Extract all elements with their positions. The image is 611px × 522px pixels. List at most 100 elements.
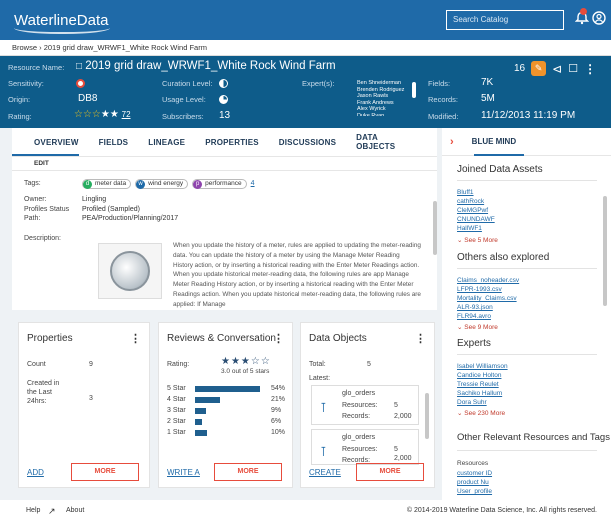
tag-icon: p (193, 179, 203, 189)
origin-value: DB8 (78, 93, 98, 104)
rating-bar-track (195, 386, 267, 392)
expert-name[interactable]: Alex Wyrick (357, 106, 386, 112)
object-records-value: 2,000 (394, 455, 412, 462)
total-value: 5 (367, 361, 371, 368)
expert-link[interactable]: Sachiko Hallum (457, 390, 503, 397)
joined-asset-link[interactable]: HallWF1 (457, 225, 482, 232)
data-objects-more-button[interactable]: MORE (356, 463, 424, 481)
write-review-link[interactable]: WRITE A (167, 468, 200, 477)
resource-header: Resource Name: □ 2019 grid draw_WRWF1_Wh… (0, 56, 611, 128)
about-link[interactable]: About (66, 507, 85, 514)
document-icon: □ (76, 61, 83, 72)
joined-see-more[interactable]: ⌄ See 5 More (457, 237, 498, 244)
overview-panel: Tags: d meter data w wind energy p performa… (12, 170, 437, 310)
experts-see-more[interactable]: ⌄ See 230 More (457, 410, 506, 417)
joined-asset-link[interactable]: CleMGPwf (457, 207, 489, 214)
joined-assets-title: Joined Data Assets (457, 164, 543, 175)
logo[interactable]: WaterlineData (14, 12, 110, 34)
search-input[interactable]: Search Catalog (446, 10, 564, 30)
more-menu-icon[interactable]: ⋮ (584, 61, 597, 76)
expert-name[interactable]: Ben Shneiderman (357, 80, 402, 86)
explored-link[interactable]: LFPR-1993.csv (457, 286, 502, 293)
tab-properties[interactable]: PROPERTIES (205, 137, 259, 147)
expert-link[interactable]: Tressie Reulet (457, 381, 499, 388)
object-resources-label: Resources: (342, 446, 378, 453)
expert-link[interactable]: Isabel Williamson (457, 363, 508, 370)
bookmark-icon[interactable]: ☐ (568, 63, 579, 75)
resource-title: □ 2019 grid draw_WRWF1_White Rock Wind F… (76, 60, 336, 72)
expert-name[interactable]: Jason Rawls (357, 93, 389, 99)
tab-blue-mind[interactable]: BLUE MIND (471, 137, 517, 146)
tag-chip[interactable]: d meter data (82, 179, 132, 189)
share-icon[interactable]: ⊲ (552, 61, 563, 76)
divider (457, 450, 597, 451)
create-link[interactable]: CREATE (309, 468, 341, 477)
tag-chip[interactable]: p performance (192, 179, 247, 189)
tag-chip[interactable]: w wind energy (135, 179, 189, 189)
modified-label: Modified: (428, 112, 459, 121)
expert-link[interactable]: Dora Suhr (457, 399, 487, 406)
properties-menu-icon[interactable]: ⋮ (130, 333, 141, 345)
properties-more-button[interactable]: MORE (71, 463, 139, 481)
collapse-chevron-icon[interactable]: › (450, 135, 454, 148)
expert-link[interactable]: Candice Holton (457, 372, 502, 379)
data-objects-menu-icon[interactable]: ⋮ (415, 333, 426, 345)
joined-asset-link[interactable]: CNUNDAWF (457, 216, 495, 223)
rating-row: Rating: ☆☆☆★★ 72 (8, 109, 131, 121)
explored-link[interactable]: Mortality_Claims.csv (457, 295, 517, 302)
tab-lineage[interactable]: LINEAGE (148, 137, 186, 147)
chat-icon[interactable]: ✎ (531, 61, 547, 76)
objects-scrollbar[interactable] (425, 393, 429, 439)
object-resources-value: 5 (394, 446, 398, 453)
reviews-more-button[interactable]: MORE (214, 463, 282, 481)
explored-link[interactable]: Claims_noheader.csv (457, 277, 520, 284)
rating-bar-fill (195, 397, 221, 403)
experts-scrollbar[interactable] (412, 82, 416, 98)
usage-label: Usage Level: (162, 95, 206, 104)
edit-link[interactable]: EDIT (12, 156, 437, 170)
joined-asset-link[interactable]: cathRock (457, 198, 485, 205)
tab-discussions[interactable]: DISCUSSIONS (278, 137, 337, 147)
rating-bar-track (195, 397, 267, 403)
tab-data-objects[interactable]: DATA OBJECTS (356, 133, 396, 151)
reviews-menu-icon[interactable]: ⋮ (273, 333, 284, 345)
tab-overview[interactable]: OVERVIEW (12, 138, 99, 156)
records-value: 5M (481, 93, 495, 104)
resource-link[interactable]: product Nu (457, 479, 489, 486)
object-link-icon: ⊺ (320, 400, 327, 415)
total-label: Total: (309, 361, 326, 368)
expert-name[interactable]: Frank Andrews (357, 99, 394, 106)
rating-bar-label: 3 Star (167, 407, 186, 414)
tag-icon: w (136, 179, 146, 189)
meter-dial (110, 251, 150, 291)
modified-value: 11/12/2013 11:19 PM (481, 110, 576, 121)
rating-count-link[interactable]: 72 (121, 110, 131, 119)
joined-asset-link[interactable]: Bluff1 (457, 189, 474, 196)
resource-link[interactable]: customer ID (457, 470, 493, 477)
right-panel-scrollbar[interactable] (603, 196, 607, 306)
owner-row: Owner: Lingling (24, 195, 437, 205)
rating-bar-label: 2 Star (167, 418, 186, 425)
fields-row: Fields: 7K (428, 77, 493, 88)
expert-name[interactable]: Brenden Rodriguez (357, 86, 405, 93)
tags-more-link[interactable]: 4 (250, 180, 255, 187)
data-object-item[interactable]: glo_orders ⊺ Resources: 5 Records: 2,000 (311, 429, 419, 465)
data-object-item[interactable]: glo_orders ⊺ Resources: 5 Records: 2,000 (311, 385, 419, 425)
sensitivity-icon (76, 79, 85, 88)
reviews-card: Reviews & Conversation ⋮ Rating: ★★★☆☆ 3… (158, 322, 293, 488)
resource-link[interactable]: User_profile (457, 488, 493, 495)
expert-name[interactable]: Duke Ryan (357, 112, 385, 116)
copyright-text: © 2014-2019 Waterline Data Science, Inc.… (406, 507, 597, 514)
explored-link[interactable]: FLR94.avro (457, 313, 491, 320)
user-icon[interactable] (591, 11, 607, 27)
overview-scrollbar[interactable] (433, 201, 437, 255)
object-name: glo_orders (342, 390, 376, 397)
help-link[interactable]: Help (26, 507, 41, 514)
add-link[interactable]: ADD (27, 468, 44, 477)
external-link-icon[interactable]: ↗ (48, 506, 56, 516)
tab-fields[interactable]: FIELDS (98, 137, 129, 147)
breadcrumb-browse[interactable]: Browse (12, 43, 38, 52)
others-see-more[interactable]: ⌄ See 9 More (457, 324, 498, 331)
blue-mind-underline (474, 154, 524, 156)
explored-link[interactable]: ALR-93.json (457, 304, 493, 311)
